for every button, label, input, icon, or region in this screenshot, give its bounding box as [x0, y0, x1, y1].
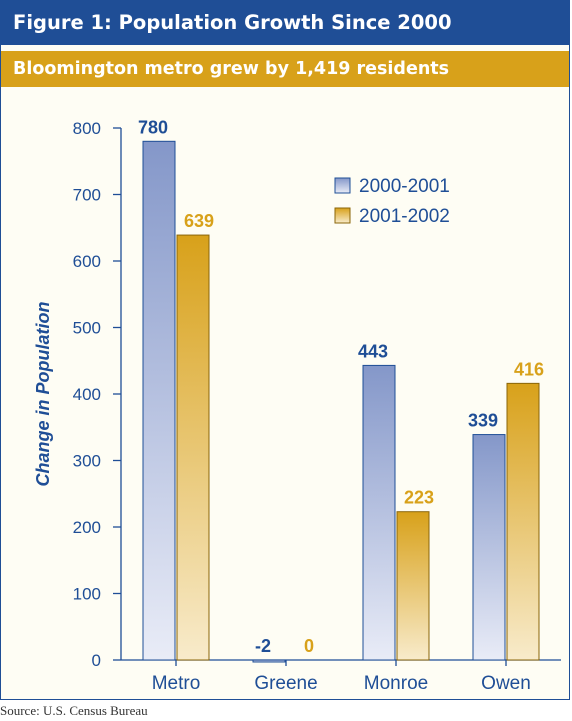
data-label: 0	[304, 636, 314, 656]
y-tick-label: 100	[73, 585, 101, 604]
data-label: 639	[184, 211, 214, 231]
y-tick-label: 400	[73, 385, 101, 404]
y-tick-label: 200	[73, 518, 101, 537]
bar-2	[396, 511, 430, 661]
y-tick-label: 0	[92, 651, 101, 670]
y-tick-label: 600	[73, 252, 101, 271]
data-label: 443	[358, 341, 388, 361]
legend-swatch	[334, 207, 351, 224]
legend-label: 2001-2002	[359, 206, 450, 227]
data-label: 223	[404, 488, 434, 508]
figure-subtitle: Bloomington metro grew by 1,419 resident…	[1, 51, 569, 87]
source-note: Source: U.S. Census Bureau	[0, 703, 148, 718]
y-tick-label: 500	[73, 319, 101, 338]
data-label: 416	[514, 359, 544, 379]
bar-2	[506, 382, 540, 661]
bar-1	[142, 140, 176, 661]
figure-frame: Figure 1: Population Growth Since 2000 B…	[0, 0, 570, 700]
bar-1	[362, 364, 396, 661]
y-axis-title: Change in Population	[33, 302, 53, 487]
x-tick-label: Monroe	[364, 673, 428, 694]
y-tick-label: 800	[73, 119, 101, 138]
data-label: 780	[138, 117, 168, 137]
population-bar-chart: 0 100 200 300 400 500 600 700 800 Change in Popul…	[33, 117, 561, 694]
data-label: -2	[255, 636, 271, 656]
x-tick-label: Owen	[481, 673, 531, 694]
figure-title: Figure 1: Population Growth Since 2000	[1, 1, 569, 45]
y-tick-label: 700	[73, 186, 101, 205]
bar-1	[252, 659, 286, 663]
legend-swatch	[334, 177, 351, 194]
bar-1	[472, 434, 506, 661]
legend-label: 2000-2001	[359, 176, 450, 197]
bar-2	[176, 234, 210, 661]
y-tick-label: 300	[73, 452, 101, 471]
x-tick-label: Greene	[254, 673, 317, 694]
data-label: 339	[468, 411, 498, 431]
x-tick-label: Metro	[152, 673, 201, 694]
